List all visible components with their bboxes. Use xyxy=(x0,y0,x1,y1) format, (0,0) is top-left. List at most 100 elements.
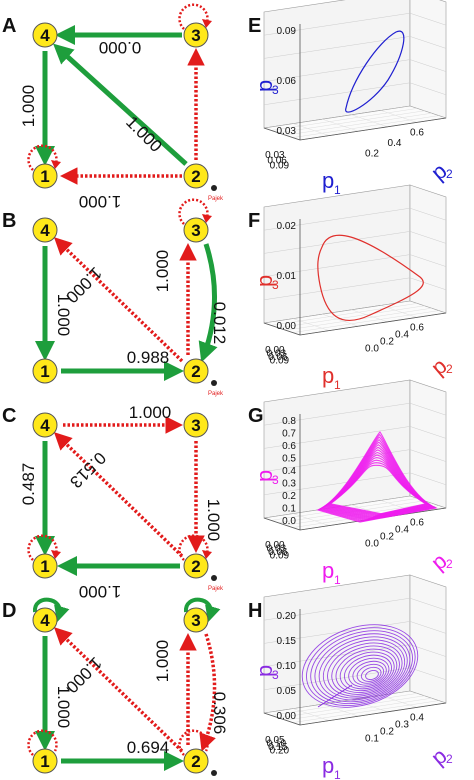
y-tick-label: 0.1 xyxy=(365,733,379,744)
z-tick-label: 0.02 xyxy=(277,221,297,232)
chaotic-attractor-orbit xyxy=(365,669,379,681)
y-axis xyxy=(299,312,447,336)
z-tick-label: 0.03 xyxy=(277,126,297,137)
edge-weight-diag: 1.000 xyxy=(122,112,166,156)
y-tick-label: 0.4 xyxy=(395,329,409,340)
phase-plot-F: 0.020.010.000.000.030.060.090.00.20.40.6… xyxy=(248,184,453,392)
chaotic-attractor-orbit xyxy=(335,648,398,693)
panel-letter-C: C xyxy=(2,405,16,427)
chaotic-attractor-orbit xyxy=(306,627,416,706)
axis-label-p3-sub: 3 xyxy=(272,83,279,97)
pajek-logo-text: Pajek xyxy=(208,586,224,592)
self-loop-3 xyxy=(184,597,221,623)
gridline xyxy=(409,667,447,681)
y-tick-label: 0.4 xyxy=(388,138,402,149)
node-4 xyxy=(32,412,58,438)
limit-cycle-curve xyxy=(317,234,424,321)
y-axis xyxy=(299,702,447,726)
gridline xyxy=(263,402,411,426)
axis-label-p1: p xyxy=(322,363,334,388)
y-tick-label: 0.2 xyxy=(380,531,394,542)
edge-weight-left: 1.000 xyxy=(19,85,38,128)
chaotic-attractor-orbit xyxy=(348,657,390,688)
y-tick-label: 0.0 xyxy=(365,343,379,354)
gridline xyxy=(263,277,411,301)
gridline xyxy=(263,667,411,691)
gridline xyxy=(263,59,411,82)
axis-label-p3: p xyxy=(252,665,277,677)
node-label-4: 4 xyxy=(40,611,50,630)
gridline xyxy=(292,700,439,723)
node-label-1: 1 xyxy=(40,752,49,771)
gridline xyxy=(409,82,447,96)
phase-plot-G: 0.80.70.60.50.40.30.20.10.00.000.030.060… xyxy=(248,379,453,587)
self-loop-arrowhead xyxy=(202,19,212,28)
edge-weight-diag: 0.513 xyxy=(66,448,110,492)
y-tick-label: 0.2 xyxy=(365,148,379,159)
gridline xyxy=(292,310,439,333)
axis-label-p3-sub: 3 xyxy=(272,473,279,487)
z-tick-label: 0.8 xyxy=(282,416,296,427)
gridline xyxy=(409,449,447,462)
self-loop-arrowhead xyxy=(51,160,61,169)
gridline xyxy=(278,110,425,134)
gridline xyxy=(409,426,447,439)
self-loop-arrowhead xyxy=(202,550,212,559)
axis-label-p1-sub: 1 xyxy=(334,573,341,587)
panel-letter-E: E xyxy=(248,15,261,37)
edge-weight-right-solid: 0.012 xyxy=(210,302,229,345)
z-tick-label: 0.05 xyxy=(277,686,297,697)
node-1 xyxy=(32,748,58,774)
edge-3-2 xyxy=(199,633,217,752)
x-tick-label: 0.06 xyxy=(268,352,288,363)
x-tick-label: 0.00 xyxy=(265,345,285,356)
back-wall-right xyxy=(409,184,447,314)
gridline xyxy=(293,318,330,331)
panel-letter-F: F xyxy=(248,210,260,232)
y-tick-label: 0.0 xyxy=(365,538,379,549)
edge-3-2 xyxy=(198,243,218,363)
node-4 xyxy=(32,217,58,243)
self-loop-4 xyxy=(33,597,70,623)
chaotic-attractor-band xyxy=(329,464,428,515)
self-loop-arrowhead xyxy=(51,550,61,559)
x-axis xyxy=(263,322,301,336)
x-axis xyxy=(263,127,301,141)
node-1 xyxy=(32,358,58,384)
gridline xyxy=(293,708,330,721)
gridline xyxy=(263,597,411,621)
z-tick-label: 0.00 xyxy=(277,711,297,722)
gridline xyxy=(263,254,411,277)
y-tick-label: 0.4 xyxy=(395,524,409,535)
node-3 xyxy=(183,412,209,438)
panel-letter-A: A xyxy=(2,15,16,37)
gridline xyxy=(409,12,447,26)
node-label-1: 1 xyxy=(40,557,49,576)
gridline xyxy=(285,697,432,721)
axis-label-p3-sub: 3 xyxy=(272,668,279,682)
z-tick-label: 0.1 xyxy=(282,504,296,515)
gridline xyxy=(322,703,359,717)
y-tick-label: 0.6 xyxy=(410,322,424,333)
edge-weight-bottom: 1.000 xyxy=(79,192,122,211)
network-panel-A: 0.000 1.000 1.000 1.000 1 2 3 4 Pajek A xyxy=(2,3,224,211)
edge-2-4 xyxy=(53,627,184,753)
x-tick-label: 0.03 xyxy=(267,349,287,360)
gridline xyxy=(380,110,417,123)
gridline xyxy=(409,472,447,486)
edge-weight-left: 1.000 xyxy=(54,686,73,729)
x-tick-label: 0.03 xyxy=(267,544,287,555)
chaotic-attractor-orbit xyxy=(339,651,395,692)
self-loop-dotted xyxy=(178,198,209,225)
edge-2-4 xyxy=(53,432,184,558)
x-tick-label: 0.03 xyxy=(265,150,285,161)
x-tick-label: 0.09 xyxy=(270,161,290,172)
phase-plot-H: 0.200.150.100.050.000.050.100.150.200.10… xyxy=(248,574,453,780)
node-2 xyxy=(183,358,209,384)
panel-letter-G: G xyxy=(248,405,264,427)
node-label-2: 2 xyxy=(191,362,200,381)
pajek-spider-icon xyxy=(211,770,217,776)
node-label-1: 1 xyxy=(40,167,49,186)
node-label-3: 3 xyxy=(191,611,200,630)
